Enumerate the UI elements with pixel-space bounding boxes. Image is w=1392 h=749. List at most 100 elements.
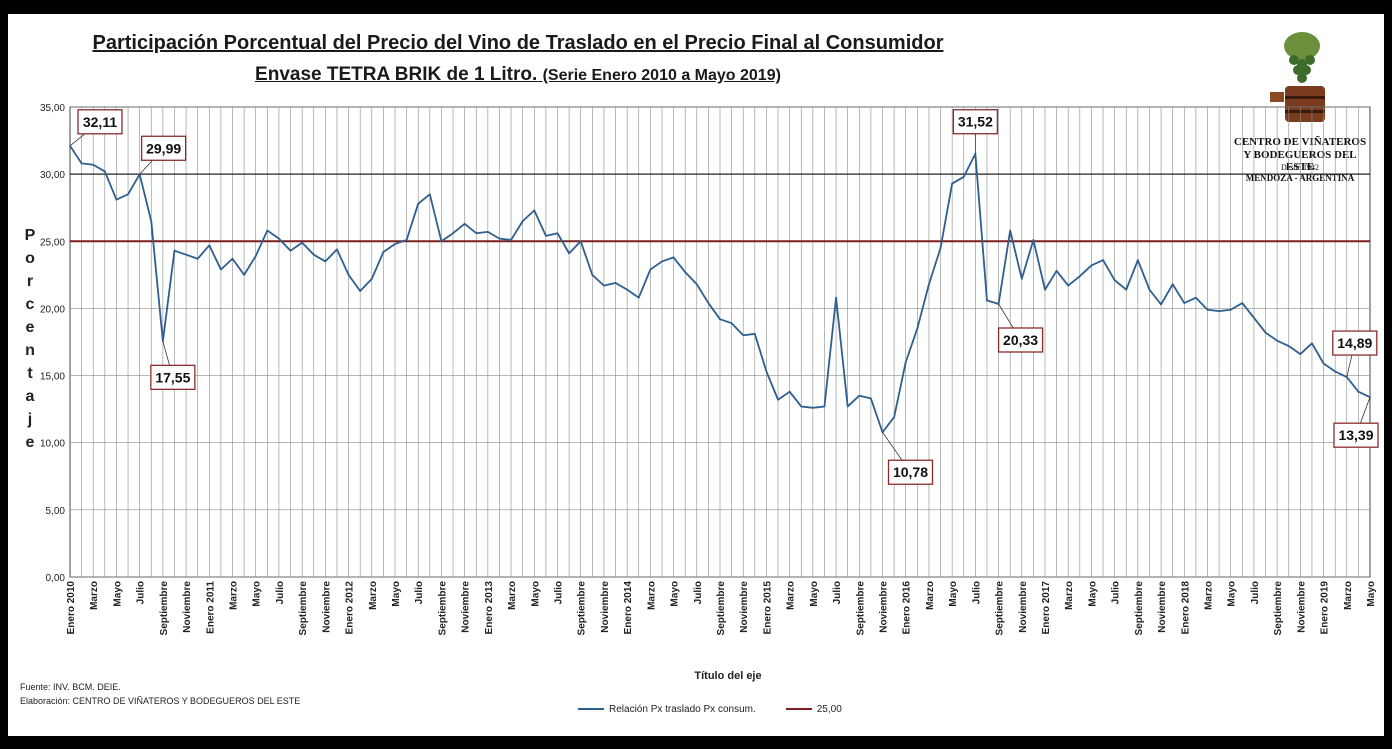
y-ticks: 0,00 5,00 10,00 15,00 20,00 25,00 30,00 35,00 [40, 103, 65, 584]
x-tick-label: Enero 2017 [1041, 581, 1052, 635]
data-point [440, 240, 443, 243]
data-point [823, 405, 826, 408]
data-point [336, 248, 338, 251]
legend-swatch-series [578, 708, 604, 711]
x-tick-label: Septiembre [437, 581, 448, 636]
x-tick-label: Enero 2012 [345, 581, 356, 635]
x-tick-label: Mayo [530, 581, 541, 607]
data-point [765, 370, 768, 373]
subtitle-main: Envase TETRA BRIK de 1 Litro. [255, 64, 538, 85]
data-point [220, 268, 222, 271]
data-point [928, 283, 930, 286]
data-point [312, 253, 315, 256]
x-tick-label: Septiembre [995, 581, 1006, 636]
x-tick-label: Mayo [1087, 581, 1098, 607]
x-tick-label: Marzo [1343, 581, 1354, 610]
data-point [266, 229, 269, 232]
data-point [649, 268, 652, 271]
y-axis-label-letter: e [25, 319, 35, 336]
data-point [347, 274, 350, 276]
chart-title: Participación Porcentual del Precio del … [92, 32, 944, 54]
data-point [1160, 303, 1162, 306]
x-tick-label: Mayo [1227, 581, 1238, 607]
data-point [301, 241, 303, 244]
logo-line-2: Y BODEGUEROS DEL ESTE [1243, 149, 1357, 173]
data-point [591, 274, 594, 276]
gridlines [69, 106, 1371, 578]
data-point [289, 249, 292, 252]
x-tick-label: Mayo [670, 581, 681, 607]
data-point [208, 244, 211, 247]
annotation-box [77, 109, 123, 135]
data-point [579, 240, 582, 243]
annotation-label: 31,52 [958, 114, 993, 130]
legend: Relación Px traslado Px consum. 25,00 [578, 704, 842, 715]
data-point [695, 283, 698, 286]
x-tick-label: Enero 2014 [623, 581, 634, 635]
data-point [661, 260, 663, 263]
data-point [1334, 370, 1336, 373]
data-point [1102, 259, 1104, 261]
x-tick-label: Marzo [646, 581, 657, 610]
x-tick-label: Marzo [229, 581, 240, 610]
data-point [568, 252, 570, 255]
data-point [1357, 390, 1360, 393]
annotation-label: 14,89 [1337, 335, 1372, 351]
x-tick-label: Julio [693, 581, 704, 604]
data-point [951, 182, 953, 185]
legend-label-reference: 25,00 [816, 704, 842, 715]
data-point [846, 405, 849, 408]
data-point [150, 220, 153, 222]
line-chart: 0,00 5,00 10,00 15,00 20,00 25,00 30,00 35,00 E… [40, 103, 1379, 636]
data-point [487, 231, 489, 233]
data-point [742, 334, 745, 337]
data-point [788, 390, 791, 393]
data-point [254, 255, 257, 257]
x-tick-label: Marzo [89, 581, 100, 610]
data-point [463, 223, 466, 225]
data-point [800, 405, 803, 408]
data-point [1137, 259, 1139, 261]
y-tick-label: 20,00 [40, 304, 65, 315]
legend-item-reference: 25,00 [785, 704, 842, 715]
data-point [324, 260, 327, 263]
data-point [1264, 331, 1267, 334]
y-tick-label: 10,00 [40, 439, 65, 450]
data-point [1183, 302, 1186, 304]
data-point [382, 251, 385, 253]
annotation-label: 13,39 [1338, 427, 1373, 443]
y-tick-label: 30,00 [40, 170, 65, 181]
x-tick-label: Marzo [1064, 581, 1075, 610]
x-tick-label: Enero 2019 [1320, 581, 1331, 635]
data-point [521, 220, 524, 222]
data-point [1171, 283, 1174, 286]
x-tick-label: Noviembre [182, 581, 193, 633]
x-tick-label: Julio [136, 581, 147, 604]
y-axis-label-letter: t [27, 365, 33, 382]
x-tick-label: Julio [275, 581, 286, 604]
data-point [719, 318, 721, 320]
data-point [870, 397, 872, 400]
x-tick-label: Enero 2016 [902, 581, 913, 635]
data-point [1287, 345, 1290, 347]
data-point [939, 247, 942, 249]
data-point [904, 361, 907, 363]
data-point [185, 253, 187, 256]
y-axis-label-letter: c [25, 296, 35, 313]
winery-emblem-icon [1270, 32, 1325, 122]
data-point [1229, 308, 1232, 311]
series-group [69, 145, 1371, 434]
x-tick-label: Septiembre [1273, 581, 1284, 636]
data-point [243, 274, 245, 276]
annotations: 32,11 29,99 17,55 10,78 31,52 20,33 14,89 13,39 [69, 109, 1379, 485]
x-tick-label: Noviembre [1018, 581, 1029, 633]
data-point [603, 284, 605, 287]
x-tick-label: Enero 2015 [762, 581, 773, 635]
data-point [1044, 288, 1046, 291]
data-point [1079, 275, 1081, 278]
x-tick-label: Enero 2013 [484, 581, 495, 635]
legend-swatch-reference [785, 708, 812, 711]
data-point [498, 237, 501, 240]
x-tick-label: Mayo [1366, 581, 1377, 607]
